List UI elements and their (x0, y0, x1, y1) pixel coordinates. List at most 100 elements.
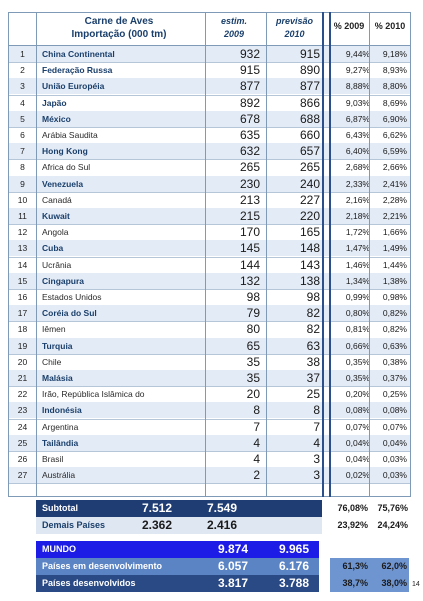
country-name: Arábia Saudita (42, 130, 98, 140)
world-label: MUNDO (42, 544, 76, 554)
pct-2010: 0,63% (382, 340, 407, 351)
value-2010: 98 (306, 290, 320, 304)
value-2010: 240 (299, 176, 320, 191)
pct-2010: 0,37% (382, 373, 407, 383)
value-2010: 37 (306, 371, 320, 385)
subtotal-row: Subtotal 7.512 7.549 (36, 500, 322, 517)
pct-2009: 1,72% (345, 227, 370, 238)
value-2010: 138 (299, 273, 320, 288)
row-number: 18 (17, 324, 28, 335)
value-2009: 65 (246, 338, 260, 353)
col-header-2009-line2: 2009 (223, 29, 245, 39)
col-header-2009-line1: estim. (220, 16, 247, 26)
pct-2009: 0,04% (345, 454, 370, 464)
pct-2009: 9,27% (345, 65, 370, 76)
value-2009: 144 (239, 257, 260, 272)
table-row: 6 Arábia Saudita 635 660 6,43% 6,62% (9, 127, 410, 143)
country-name: Venezuela (42, 178, 84, 189)
value-2010: 877 (299, 79, 320, 94)
world-band (36, 541, 319, 558)
subtotal-pct-2010: 75,76% (377, 503, 408, 513)
row-number: 26 (17, 454, 28, 464)
pct-2009: 0,35% (345, 373, 370, 383)
table-row: 15 Cingapura 132 138 1,34% 1,38% (9, 272, 410, 289)
pct-2010: 0,25% (382, 389, 407, 400)
subtotal-band (36, 500, 322, 517)
value-2009: 20 (246, 387, 260, 402)
country-name: China Continental (42, 49, 115, 59)
value-2010: 3 (313, 468, 320, 483)
row-divider (9, 451, 410, 452)
table-row: 17 Coréia do Sul 79 82 0,80% 0,82% (9, 305, 410, 322)
pct-2009: 0,04% (345, 437, 370, 448)
country-name: Chile (42, 356, 62, 367)
table-row: 22 Irão, República Islâmica do 20 25 0,20% 0,… (9, 386, 410, 402)
row-divider (9, 321, 410, 323)
pct-2009: 6,40% (345, 146, 370, 157)
table-row: 18 Iêmen 80 82 0,81% 0,82% (9, 321, 410, 337)
col-header-2010-line2: 2010 (284, 29, 305, 39)
pct-2009: 2,16% (345, 194, 370, 205)
table-row: 3 União Européia 877 877 8,88% 8,80% (9, 78, 410, 95)
value-2009: 4 (253, 435, 260, 450)
grid-line (329, 12, 331, 497)
grid-line (322, 12, 324, 497)
subtotal-label: Subtotal (42, 503, 78, 513)
value-2009: 2 (253, 468, 260, 483)
world-2009: 9.874 (217, 542, 248, 556)
pct-2010: 0,08% (382, 405, 407, 416)
row-divider (9, 386, 410, 388)
table-frame (8, 12, 411, 497)
value-2010: 657 (299, 144, 320, 159)
value-2009: 145 (239, 241, 260, 256)
row-number: 9 (20, 178, 25, 189)
pct-2010: 8,93% (382, 65, 407, 76)
country-name: Africa do Sul (42, 162, 91, 173)
row-number: 15 (17, 275, 28, 286)
country-name: Angola (42, 227, 69, 238)
row-number: 23 (17, 405, 28, 416)
country-name: Argentina (42, 421, 79, 432)
country-name: Brasil (42, 454, 64, 464)
pct-2010: 2,41% (382, 178, 407, 189)
pct-2010: 0,03% (382, 470, 407, 481)
country-name: União Européia (42, 81, 105, 92)
value-2009: 230 (239, 176, 260, 191)
table-row: 5 México 678 688 6,87% 6,90% (9, 110, 410, 127)
value-2010: 866 (299, 95, 320, 110)
subtotal-pct-2009: 76,08% (337, 503, 368, 513)
pct-2010: 1,66% (382, 227, 407, 238)
country-name: Austrália (42, 470, 76, 481)
pct-2010: 0,07% (382, 421, 407, 432)
col-header-pct-2009: % 2009 (333, 21, 365, 31)
row-divider (9, 483, 410, 485)
value-2010: 265 (299, 160, 320, 175)
page-number: 14 (412, 581, 420, 588)
pct-2009: 0,80% (345, 308, 370, 319)
developing-label: Países em desenvolvimento (42, 561, 163, 571)
pct-2010: 6,62% (382, 130, 407, 140)
row-number: 1 (20, 49, 25, 59)
pct-2010: 8,69% (382, 97, 407, 108)
others-band (36, 517, 322, 534)
pct-2010: 2,21% (382, 211, 407, 221)
grid-line (266, 12, 267, 497)
pct-2010: 0,38% (382, 356, 407, 367)
table-row: 2 Federação Russa 915 890 9,27% 8,93% (9, 62, 410, 78)
pct-2009: 0,99% (345, 292, 370, 302)
country-name: Coréia do Sul (42, 308, 97, 319)
country-name: Turquia (42, 340, 73, 351)
pct-2010: 0,98% (382, 292, 407, 302)
row-number: 10 (17, 194, 28, 205)
value-2010: 660 (299, 128, 320, 142)
value-2009: 98 (246, 290, 260, 304)
pct-2010: 9,18% (382, 49, 407, 59)
row-divider (9, 62, 410, 64)
others-label: Demais Países (42, 520, 106, 530)
country-name: Cingapura (42, 275, 85, 286)
header-divider (9, 45, 410, 46)
pct-2010: 6,59% (382, 146, 407, 157)
developing-pct-2009: 61,3% (342, 561, 368, 571)
pct-2009: 1,46% (345, 259, 370, 270)
row-divider (9, 159, 410, 161)
